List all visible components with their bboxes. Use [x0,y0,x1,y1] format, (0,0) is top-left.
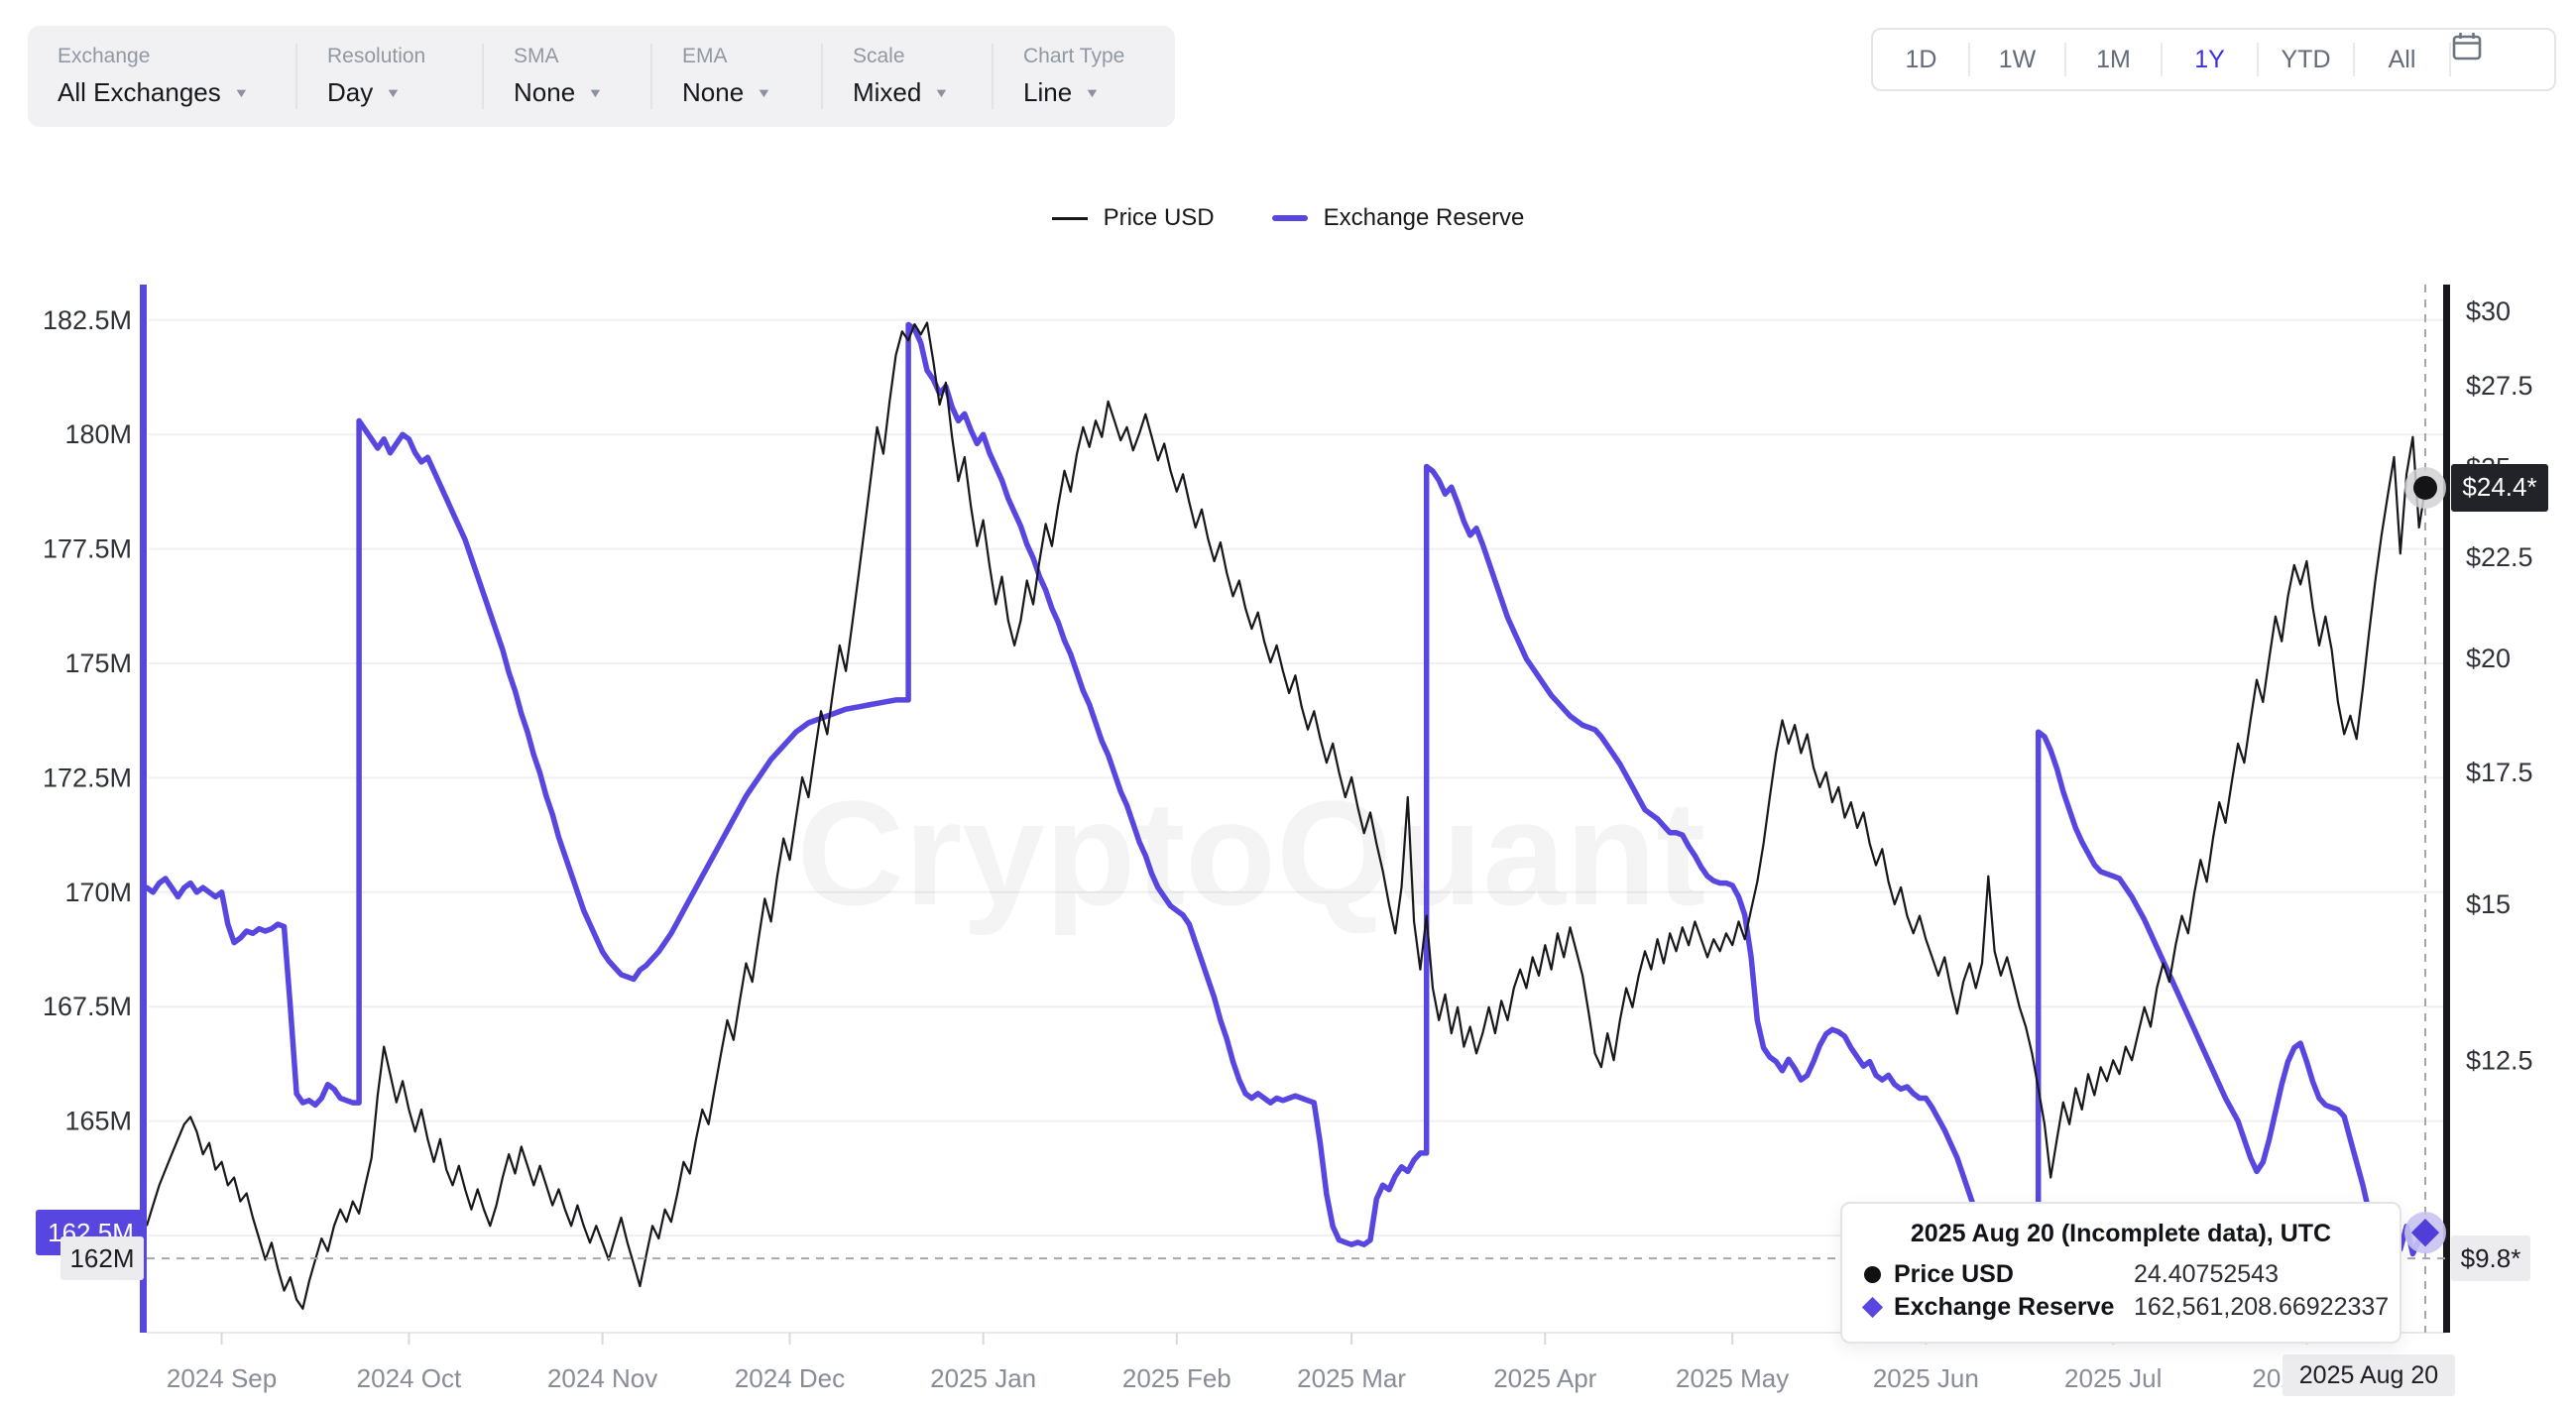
right-axis-tick-label: $20 [2466,644,2511,673]
dropdown-ema-label: EMA [682,45,728,67]
dropdown-sma[interactable]: SMA None ▼ [482,44,650,109]
crosshair-date-badge: 2025 Aug 20 [2283,1354,2455,1396]
dropdown-exchange-value: All Exchanges [58,77,221,107]
reserve-marker-diamond [2410,1219,2440,1247]
tooltip-row-reserve: Exchange Reserve 162,561,208.66922337 [1861,1291,2389,1324]
x-axis-month-label: 2024 Oct [357,1363,462,1393]
diamond-icon [1861,1296,1884,1319]
chevron-down-icon: ▼ [933,84,950,100]
right-axis-tick-label: $12.5 [2466,1045,2533,1075]
dropdown-ema-value: None [682,77,745,107]
x-axis-month-label: 2025 Jul [2064,1363,2162,1393]
chart-settings-toolbar: Exchange All Exchanges ▼ Resolution Day ▼ SMA N… [28,26,1175,127]
x-axis-month-label: 2025 Jun [1873,1363,1979,1393]
range-button-1y[interactable]: 1Y [2161,30,2258,89]
range-button-1m[interactable]: 1M [2064,30,2162,89]
right-axis-tick-label: $22.5 [2466,542,2533,572]
dropdown-ema[interactable]: EMA None ▼ [650,44,821,109]
x-axis-month-label: 2024 Sep [167,1363,277,1393]
calendar-icon[interactable] [2449,30,2549,89]
left-axis-tick-label: 180M [64,419,132,449]
dropdown-scale[interactable]: Scale Mixed ▼ [821,44,992,109]
right-axis-tick-label: $30 [2466,296,2511,326]
legend-swatch-icon [1051,216,1088,220]
chevron-down-icon: ▼ [233,84,250,100]
left-axis-tick-label: 172.5M [43,763,132,792]
right-axis-tick-label: $15 [2466,889,2511,919]
price-last-value-badge: $24.4* [2451,463,2548,512]
range-button-ytd[interactable]: YTD [2257,30,2354,89]
x-axis-month-label: 2025 Jan [930,1363,1036,1393]
left-axis-tick-label: 167.5M [43,992,132,1021]
dropdown-exchange[interactable]: Exchange All Exchanges ▼ [28,44,295,109]
left-axis-tick-label: 177.5M [43,534,132,564]
dropdown-sma-label: SMA [514,45,559,67]
x-axis-month-label: 2024 Dec [735,1363,845,1393]
x-axis-month-label: 2025 Mar [1297,1363,1406,1393]
right-axis-bar [2443,285,2450,1333]
chevron-down-icon: ▼ [1084,84,1101,100]
dropdown-resolution[interactable]: Resolution Day ▼ [295,44,482,109]
chevron-down-icon: ▼ [385,84,402,100]
left-axis-tick-label: 175M [64,648,132,678]
hover-tooltip: 2025 Aug 20 (Incomplete data), UTC Price… [1840,1202,2401,1344]
tooltip-row-price: Price USD 24.40752543 [1864,1258,2378,1291]
x-axis-month-label: 2025 Feb [1122,1363,1231,1393]
tooltip-price-value: 24.40752543 [2134,1260,2279,1288]
left-axis-tick-label: 182.5M [43,305,132,335]
tooltip-reserve-value: 162,561,208.66922337 [2134,1293,2390,1321]
crosshair-price-badge: $9.8* [2451,1235,2530,1282]
chevron-down-icon: ▼ [756,84,772,100]
price-marker [2413,475,2437,500]
left-axis-tick-label: 170M [64,878,132,907]
tooltip-title: 2025 Aug 20 (Incomplete data), UTC [1910,1220,2332,1247]
left-axis-bar [140,285,147,1333]
watermark: CryptoQuant [797,769,1706,936]
x-axis-month-label: 2025 Apr [1493,1363,1596,1393]
dropdown-chart-type-label: Chart Type [1023,45,1125,67]
tooltip-price-label: Price USD [1894,1260,2014,1288]
dropdown-chart-type[interactable]: Chart Type Line ▼ [992,44,1175,109]
range-button-1d[interactable]: 1D [1905,45,1937,73]
tooltip-reserve-label: Exchange Reserve [1894,1293,2115,1321]
dropdown-scale-label: Scale [853,45,905,67]
exchange-reserve-line [144,321,2428,1335]
dropdown-scale-value: Mixed [853,77,922,107]
legend-label: Exchange Reserve [1323,204,1525,231]
x-axis-month-label: 2024 Nov [547,1363,657,1393]
left-axis-tick-label: 165M [64,1107,132,1136]
x-axis-month-label: 2025 May [1676,1363,1789,1393]
legend-item-exchange-reserve[interactable]: Exchange Reserve [1271,204,1525,232]
legend-swatch-icon [1271,215,1308,221]
range-button-1w[interactable]: 1W [1968,30,2065,89]
circle-icon [1864,1266,1881,1283]
crosshair-reserve-badge: 162M [60,1236,144,1281]
legend-item-price-usd[interactable]: Price USD [1051,204,1215,232]
right-axis-tick-label: $17.5 [2466,758,2533,787]
dropdown-exchange-label: Exchange [58,45,151,67]
chevron-down-icon: ▼ [587,84,604,100]
legend: Price USD Exchange Reserve [0,204,2576,232]
dropdown-resolution-label: Resolution [327,45,426,67]
right-axis-tick-label: $27.5 [2466,371,2533,401]
dropdown-chart-type-value: Line [1023,77,1073,107]
dropdown-resolution-value: Day [327,77,374,107]
legend-label: Price USD [1103,204,1215,231]
range-button-all[interactable]: All [2353,30,2450,89]
dropdown-sma-value: None [514,77,576,107]
time-range-selector: 1D 1W 1M 1Y YTD All [1871,28,2556,91]
price-usd-line [145,321,2427,1310]
